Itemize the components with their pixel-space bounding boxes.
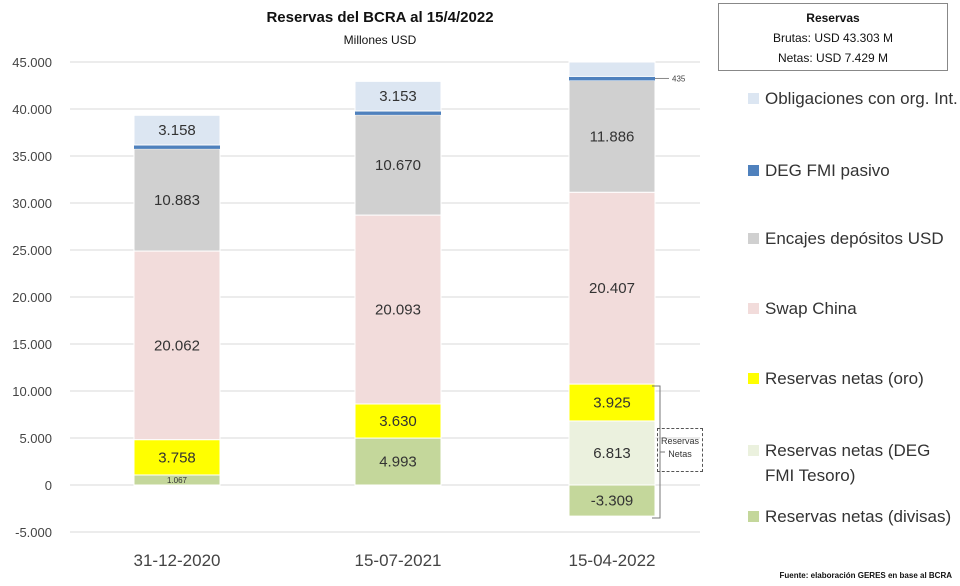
- data-label: 20.407: [589, 280, 635, 297]
- data-label: 11.886: [590, 128, 635, 145]
- legend-item: Obligaciones con org. Int.: [745, 86, 960, 111]
- legend-item: Reservas netas (DEG FMI Tesoro): [745, 438, 960, 488]
- legend-swatch: [748, 165, 759, 176]
- bar-segment: [354, 214, 442, 405]
- data-label: 20.062: [154, 337, 200, 354]
- legend-item: Reservas netas (oro): [745, 366, 960, 391]
- legend-swatch: [748, 445, 759, 456]
- y-tick-label: 45.000: [12, 55, 52, 70]
- y-tick-label: 0: [45, 478, 52, 493]
- legend-label: Reservas netas (divisas): [765, 507, 952, 526]
- bar-segment: [354, 437, 442, 486]
- legend-item: Encajes depósitos USD: [745, 226, 960, 251]
- legend-swatch: [748, 373, 759, 384]
- y-tick-label: 40.000: [12, 102, 52, 117]
- summary-netas: Netas: USD 7.429 M: [777, 51, 889, 65]
- legend-swatch: [748, 233, 759, 244]
- legend-label: Obligaciones con org. Int.: [765, 89, 958, 108]
- bar-segment: [133, 114, 221, 146]
- y-tick-label: 15.000: [12, 337, 52, 352]
- legend-label: DEG FMI pasivo: [765, 161, 890, 180]
- bar-segment: [568, 191, 656, 385]
- chart-title: Reservas del BCRA al 15/4/2022: [266, 9, 494, 26]
- summary-box: Reservas Brutas: USD 43.303 M Netas: USD…: [718, 3, 948, 71]
- data-label: 10.883: [154, 192, 200, 209]
- reservas-netas-annotation: Reservas Netas: [657, 428, 703, 472]
- bar-segment: [568, 383, 656, 422]
- legend-item: Reservas netas (divisas): [745, 504, 960, 529]
- bar-segment: [133, 250, 221, 441]
- y-tick-label: 35.000: [12, 149, 52, 164]
- chart-subtitle: Millones USD: [343, 33, 417, 47]
- data-label: 3.925: [593, 395, 631, 412]
- y-tick-label: 25.000: [12, 243, 52, 258]
- legend-swatch: [748, 93, 759, 104]
- bar-segment: [133, 439, 221, 476]
- y-tick-label: 20.000: [12, 290, 52, 305]
- data-label: 6.813: [593, 445, 631, 462]
- data-label: 3.153: [379, 88, 417, 105]
- bar-segment: [133, 148, 221, 252]
- data-label: 4.993: [379, 454, 417, 471]
- legend-swatch: [748, 303, 759, 314]
- bar-segment: [568, 80, 656, 193]
- legend-item: DEG FMI pasivo: [745, 158, 960, 183]
- data-label: 3.158: [158, 122, 196, 139]
- data-label: 435: [672, 74, 686, 83]
- bar-segment: [354, 80, 442, 112]
- x-tick-label: 15-04-2022: [569, 551, 656, 570]
- legend-item: Swap China: [745, 296, 960, 321]
- y-tick-label: 30.000: [12, 196, 52, 211]
- bar-segment: [569, 76, 655, 81]
- x-tick-label: 31-12-2020: [134, 551, 221, 570]
- net-reserves-bracket: [652, 385, 665, 519]
- legend-label: Swap China: [765, 299, 857, 318]
- data-label: 3.758: [158, 449, 196, 466]
- data-label: 1.067: [167, 476, 188, 485]
- legend-swatch: [748, 511, 759, 522]
- bar-segment: [354, 403, 442, 439]
- bar-segment: [355, 110, 441, 115]
- data-label: 20.093: [375, 302, 421, 319]
- data-label: 3.630: [379, 413, 417, 430]
- source-note: Fuente: elaboración GERES en base al BCR…: [779, 571, 952, 580]
- bar-segment: [568, 61, 656, 77]
- legend-label: Encajes depósitos USD: [765, 229, 944, 248]
- y-tick-label: 5.000: [19, 431, 52, 446]
- legend-label: Reservas netas (oro): [765, 369, 924, 388]
- data-label: 10.670: [375, 157, 421, 174]
- summary-title: Reservas: [806, 11, 860, 25]
- legend-label: Reservas netas (DEG FMI Tesoro): [765, 441, 931, 485]
- y-tick-label: 10.000: [12, 384, 52, 399]
- x-tick-label: 15-07-2021: [355, 551, 442, 570]
- y-tick-label: -5.000: [15, 525, 52, 540]
- summary-brutas: Brutas: USD 43.303 M: [772, 31, 894, 45]
- data-label: -3.309: [591, 493, 634, 510]
- bar-segment: [568, 420, 656, 486]
- bar-segment: [354, 114, 442, 216]
- bar-segment: [134, 144, 220, 149]
